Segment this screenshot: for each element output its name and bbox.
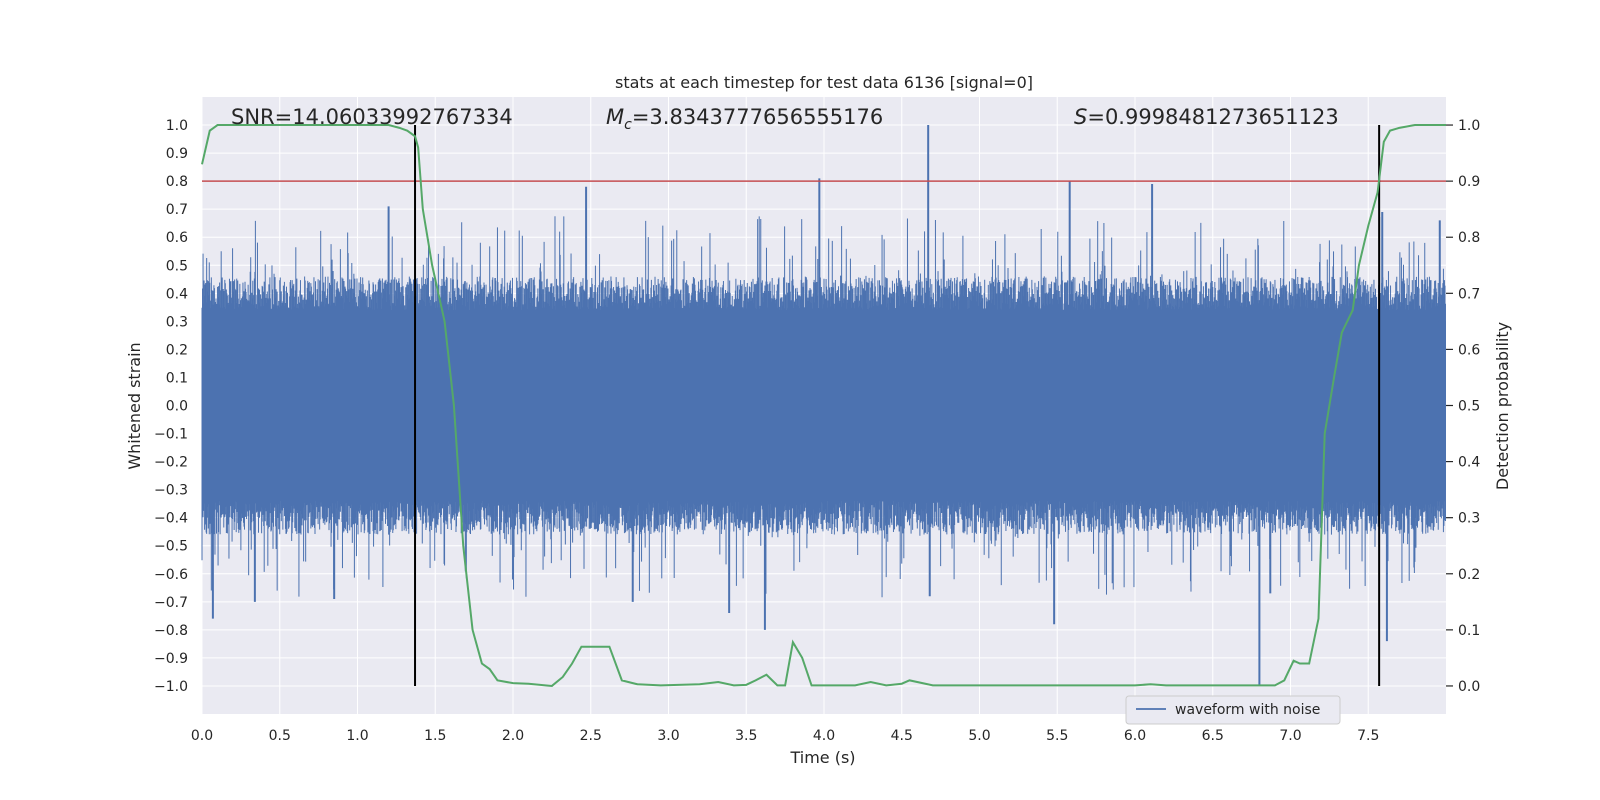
y-right-axis-label: Detection probability [1493,322,1512,490]
y-right-tick-label: 0.5 [1458,399,1480,415]
s-annotation: S=0.9998481273651123 [1074,105,1339,129]
y-left-tick-label: 0.8 [166,174,188,190]
y-left-tick-label: −0.2 [154,455,188,471]
y-left-tick-label: −0.4 [154,511,188,527]
y-left-tick-label: −0.1 [154,427,188,443]
x-tick-labels: 0.0 0.5 1.0 1.5 2.0 2.5 3.0 3.5 4.0 4.5 5.0 5.5 6.0 6… [191,728,1380,744]
x-tick-label: 0.0 [191,728,213,744]
s-symbol: S [1074,105,1087,129]
chirp-mass-subscript: c [624,117,632,133]
y-right-tick-label: 0.2 [1458,567,1480,583]
s-value: =0.9998481273651123 [1087,105,1338,129]
x-tick-label: 2.5 [580,728,602,744]
y-left-tick-label: −0.8 [154,623,188,639]
y-left-tick-label: 0.0 [166,399,188,415]
y-left-tick-label: 0.5 [166,258,188,274]
y-left-tick-label: 1.0 [166,118,188,134]
y-right-tick-label: 0.6 [1458,342,1480,358]
y-left-tick-label: −0.5 [154,539,188,555]
x-tick-label: 5.0 [968,728,990,744]
y-left-tick-label: −0.7 [154,595,188,611]
y-left-tick-label: −0.6 [154,567,188,583]
x-tick-label: 1.0 [346,728,368,744]
y-left-tick-label: 0.7 [166,202,188,218]
y-left-tick-label: 0.4 [166,286,188,302]
chirp-mass-annotation: Mc=3.8343777656555176 [606,105,883,133]
y-right-tick-label: 1.0 [1458,118,1480,134]
y-right-tick-label: 0.1 [1458,623,1480,639]
y-left-tick-label: 0.6 [166,230,188,246]
x-tick-label: 7.5 [1357,728,1379,744]
y-right-tick-labels: 1.0 0.9 0.8 0.7 0.6 0.5 0.4 0.3 0.2 0.1 0.0 [1446,118,1480,695]
x-tick-label: 4.5 [891,728,913,744]
waveform-core [202,321,1446,490]
y-right-tick-label: 0.8 [1458,230,1480,246]
legend-label: waveform with noise [1175,702,1320,718]
x-tick-label: 6.5 [1202,728,1224,744]
y-left-tick-label: −0.3 [154,483,188,499]
x-tick-label: 7.0 [1279,728,1301,744]
x-tick-label: 3.0 [657,728,679,744]
x-tick-label: 4.0 [813,728,835,744]
snr-annotation: SNR=14.06033992767334 [231,105,513,129]
y-right-tick-label: 0.3 [1458,511,1480,527]
chirp-mass-symbol: M [606,105,624,129]
y-right-tick-label: 0.0 [1458,679,1480,695]
y-right-tick-label: 0.7 [1458,286,1480,302]
y-left-tick-label: 0.9 [166,146,188,162]
y-left-axis-label: Whitened strain [125,342,144,469]
probability-series [201,124,1446,687]
y-right-tick-label: 0.9 [1458,174,1480,190]
x-tick-label: 3.5 [735,728,757,744]
legend: waveform with noise [1125,695,1341,725]
x-tick-label: 1.5 [424,728,446,744]
chirp-mass-value: =3.8343777656555176 [632,105,883,129]
y-right-tick-label: 0.4 [1458,455,1480,471]
legend-box [1125,695,1341,725]
waveform-series [201,125,1446,686]
chart-title: stats at each timestep for test data 613… [615,73,1033,92]
y-left-tick-label: 0.2 [166,342,188,358]
y-left-tick-label: 0.1 [166,370,188,386]
y-left-tick-label: 0.3 [166,314,188,330]
x-tick-label: 5.5 [1046,728,1068,744]
x-tick-label: 0.5 [269,728,291,744]
probability-line [201,124,1446,687]
y-left-tick-label: −1.0 [154,679,188,695]
x-tick-label: 2.0 [502,728,524,744]
x-axis-label: Time (s) [789,748,855,767]
vertical-markers [414,125,1381,686]
y-left-tick-labels: 1.0 0.9 0.8 0.7 0.6 0.5 0.4 0.3 0.2 0.1 0.0 −0.1 −0.… [154,118,188,695]
y-left-tick-label: −0.9 [154,651,188,667]
x-tick-label: 6.0 [1124,728,1146,744]
